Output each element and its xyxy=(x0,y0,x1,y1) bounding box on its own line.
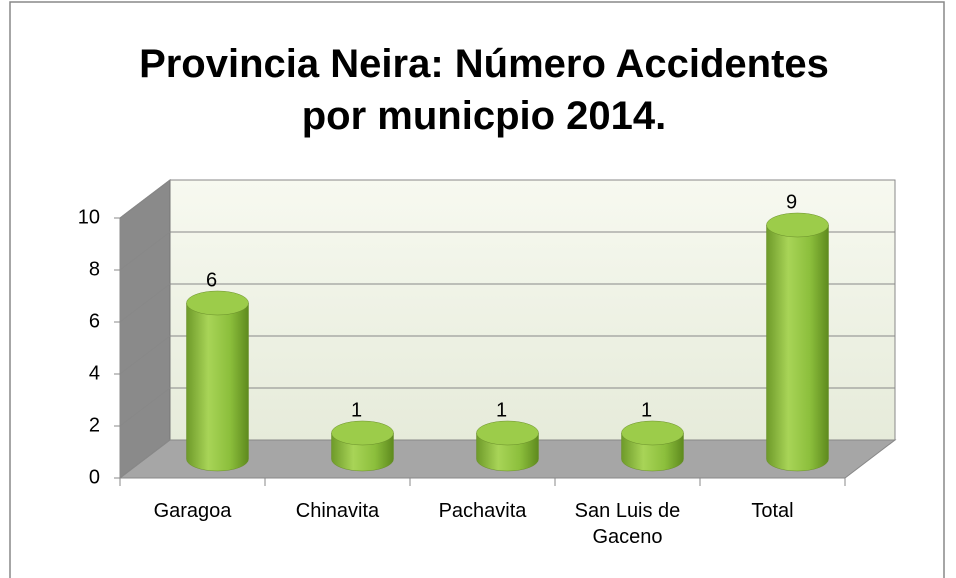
x-tick-label: Garagoa xyxy=(153,500,232,522)
side-wall xyxy=(119,178,171,480)
x-tick-label: Chinavita xyxy=(295,500,380,522)
grid-line xyxy=(119,283,895,323)
chart-title: Provincia Neira: Número Accidentes por m… xyxy=(139,42,829,138)
value-label: 6 xyxy=(206,269,217,291)
bar-top xyxy=(766,212,829,238)
y-tick-label: 4 xyxy=(89,362,100,384)
y-tick-label: 2 xyxy=(89,414,100,436)
x-tick-label: Total xyxy=(751,500,794,522)
bar-top xyxy=(621,420,684,446)
y-tick-label: 0 xyxy=(89,466,100,488)
value-label: 9 xyxy=(786,191,797,213)
bar-top xyxy=(331,420,394,446)
x-tick-label: Pachavita xyxy=(438,500,527,522)
y-tick-label: 10 xyxy=(78,206,100,228)
grid-line xyxy=(119,231,895,271)
y-tick-label: 6 xyxy=(89,310,100,332)
grid-line xyxy=(119,335,895,375)
grid-line xyxy=(119,179,895,219)
y-tick-label: 8 xyxy=(89,258,100,280)
value-label: 1 xyxy=(351,399,362,421)
bar xyxy=(186,302,249,472)
bar-top xyxy=(476,420,539,446)
value-label: 1 xyxy=(496,399,507,421)
bar xyxy=(766,224,829,472)
bar-top xyxy=(186,290,249,316)
chart-border xyxy=(9,1,945,578)
value-label: 1 xyxy=(641,399,652,421)
grid-line xyxy=(119,387,895,427)
x-tick-label: San Luis de Gaceno xyxy=(574,500,681,548)
